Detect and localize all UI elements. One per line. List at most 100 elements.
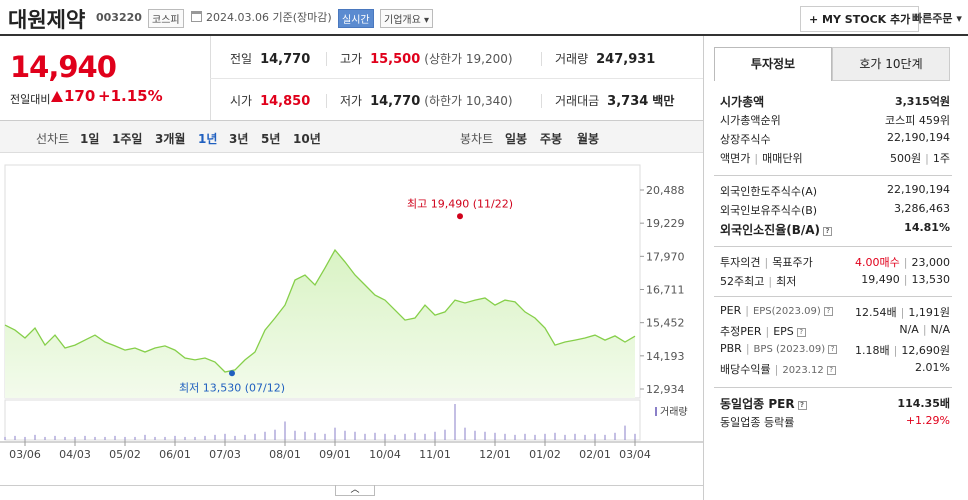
period-tab[interactable]: 5년 bbox=[261, 132, 281, 146]
volume-bar bbox=[104, 436, 106, 440]
volume-bar bbox=[444, 429, 446, 440]
value-part: 1,191원 bbox=[908, 306, 950, 319]
stat-label: 저가 bbox=[340, 94, 363, 108]
value-part: 4.00매수 bbox=[855, 256, 900, 269]
volume-bar bbox=[404, 433, 406, 440]
volume-bar bbox=[144, 434, 146, 440]
period-tab[interactable]: 1주일 bbox=[112, 132, 143, 146]
volume-bar bbox=[44, 436, 46, 440]
header-rule bbox=[0, 34, 968, 36]
label-part: 최저 bbox=[776, 275, 797, 288]
change-rate: +1.15% bbox=[98, 87, 163, 105]
volume-bar bbox=[194, 436, 196, 440]
candle-tab[interactable]: 주봉 bbox=[540, 132, 563, 146]
divider bbox=[0, 485, 703, 486]
info-label: 배당수익률 | 2023.12? bbox=[720, 361, 836, 377]
volume-bar bbox=[224, 433, 226, 440]
stat-value: 14,770 bbox=[260, 52, 311, 67]
label-part: 외국인보유주식수(B) bbox=[720, 204, 818, 217]
volume-bar bbox=[184, 436, 186, 440]
x-tick-label: 02/01 bbox=[579, 448, 611, 461]
group-divider bbox=[714, 175, 952, 176]
info-label: 동일업종 등락률 bbox=[720, 414, 794, 430]
volume-bar bbox=[304, 431, 306, 440]
value-part: 1주 bbox=[932, 152, 950, 165]
company-text: 기업개요 bbox=[384, 15, 421, 26]
quote-stat: 저가 14,770 (하한가 10,340) bbox=[340, 92, 513, 109]
stat-label: 시가 bbox=[230, 94, 253, 108]
volume-bar bbox=[504, 433, 506, 440]
collapse-toggle[interactable]: ︿ bbox=[335, 485, 375, 496]
separator: | bbox=[765, 325, 770, 338]
current-price: 14,940 bbox=[10, 50, 117, 84]
value-part: 12,690원 bbox=[901, 344, 950, 357]
quote-stat: 전일 14,770 bbox=[230, 50, 310, 67]
base-date: 2024.03.06 기준(장마감) bbox=[206, 11, 332, 24]
info-value: 12.54배 | 1,191원 bbox=[855, 304, 950, 320]
separator: | bbox=[768, 275, 773, 288]
stat-label: 고가 bbox=[340, 52, 363, 66]
volume-bar bbox=[254, 433, 256, 440]
separator: | bbox=[903, 273, 908, 286]
company-button[interactable]: 기업개요 ▾ bbox=[380, 9, 434, 28]
candle-tab[interactable]: 일봉 bbox=[505, 132, 528, 146]
value-part: 500원 bbox=[890, 152, 922, 165]
candle-chart-label: 봉차트 bbox=[460, 132, 494, 146]
info-value: 1.18배 | 12,690원 bbox=[855, 342, 950, 358]
volume-bar bbox=[534, 434, 536, 440]
info-label: 시가총액순위 bbox=[720, 112, 781, 128]
volume-bar bbox=[314, 432, 316, 440]
separator: | bbox=[754, 152, 759, 165]
volume-bar bbox=[244, 434, 246, 440]
period-tab[interactable]: 1년 bbox=[198, 132, 218, 146]
period-tab[interactable]: 3개월 bbox=[155, 132, 186, 146]
volume-bar bbox=[84, 435, 86, 440]
info-value: 114.35배 bbox=[897, 395, 950, 411]
y-tick-label: 19,229 bbox=[646, 217, 685, 230]
info-value: 코스피 459위 bbox=[885, 112, 950, 128]
label-part: 시가총액 bbox=[720, 95, 765, 109]
volume-bar bbox=[604, 434, 606, 440]
value-part: 1.18배 bbox=[855, 344, 890, 357]
label-part: BPS (2023.09) bbox=[753, 344, 826, 355]
quote-stat: 거래량 247,931 bbox=[555, 50, 655, 67]
realtime-badge[interactable]: 실시간 bbox=[338, 9, 374, 28]
mystock-button[interactable]: + MY STOCK 추가 bbox=[800, 6, 920, 32]
info-row: 동일업종 등락률 +1.29% bbox=[720, 414, 950, 432]
period-tab[interactable]: 3년 bbox=[229, 132, 249, 146]
change-label: 전일대비 bbox=[10, 93, 51, 106]
period-tab[interactable]: 10년 bbox=[293, 132, 321, 146]
info-row: 추정PER | EPS? N/A | N/A bbox=[720, 323, 950, 341]
volume-bar bbox=[264, 431, 266, 440]
volume-bar bbox=[284, 421, 286, 440]
volume-bar bbox=[204, 435, 206, 440]
panel-tab-active[interactable]: 투자정보 bbox=[714, 47, 832, 81]
stat-note: (상한가 19,200) bbox=[424, 52, 513, 66]
label-part: 추정PER bbox=[720, 325, 762, 338]
info-label: 액면가 | 매매단위 bbox=[720, 150, 803, 166]
label-part: PER bbox=[720, 304, 742, 317]
volume-bar bbox=[214, 434, 216, 440]
panel-tab[interactable]: 호가 10단계 bbox=[832, 47, 950, 81]
volume-legend-swatch bbox=[655, 407, 657, 416]
info-icon: ? bbox=[797, 401, 807, 410]
quick-order[interactable]: 빠른주문 ▾ bbox=[912, 12, 962, 25]
volume-bar bbox=[574, 433, 576, 440]
x-tick-label: 11/01 bbox=[419, 448, 451, 461]
panel-divider bbox=[703, 36, 704, 500]
volume-bar bbox=[544, 433, 546, 440]
value-part: 23,000 bbox=[911, 256, 951, 269]
info-value: 14.81% bbox=[904, 221, 950, 234]
volume-bar bbox=[274, 429, 276, 440]
separator: | bbox=[900, 306, 905, 319]
divider bbox=[541, 52, 542, 66]
x-tick-label: 03/04 bbox=[619, 448, 651, 461]
y-tick-label: 14,193 bbox=[646, 350, 685, 363]
info-label: 외국인소진율(B/A)? bbox=[720, 221, 833, 238]
volume-bar bbox=[4, 436, 6, 440]
label-part: PBR bbox=[720, 342, 742, 355]
period-tab[interactable]: 1일 bbox=[80, 132, 100, 146]
volume-legend: 거래량 bbox=[660, 406, 688, 418]
separator: | bbox=[745, 304, 749, 317]
candle-tab[interactable]: 월봉 bbox=[577, 132, 600, 146]
